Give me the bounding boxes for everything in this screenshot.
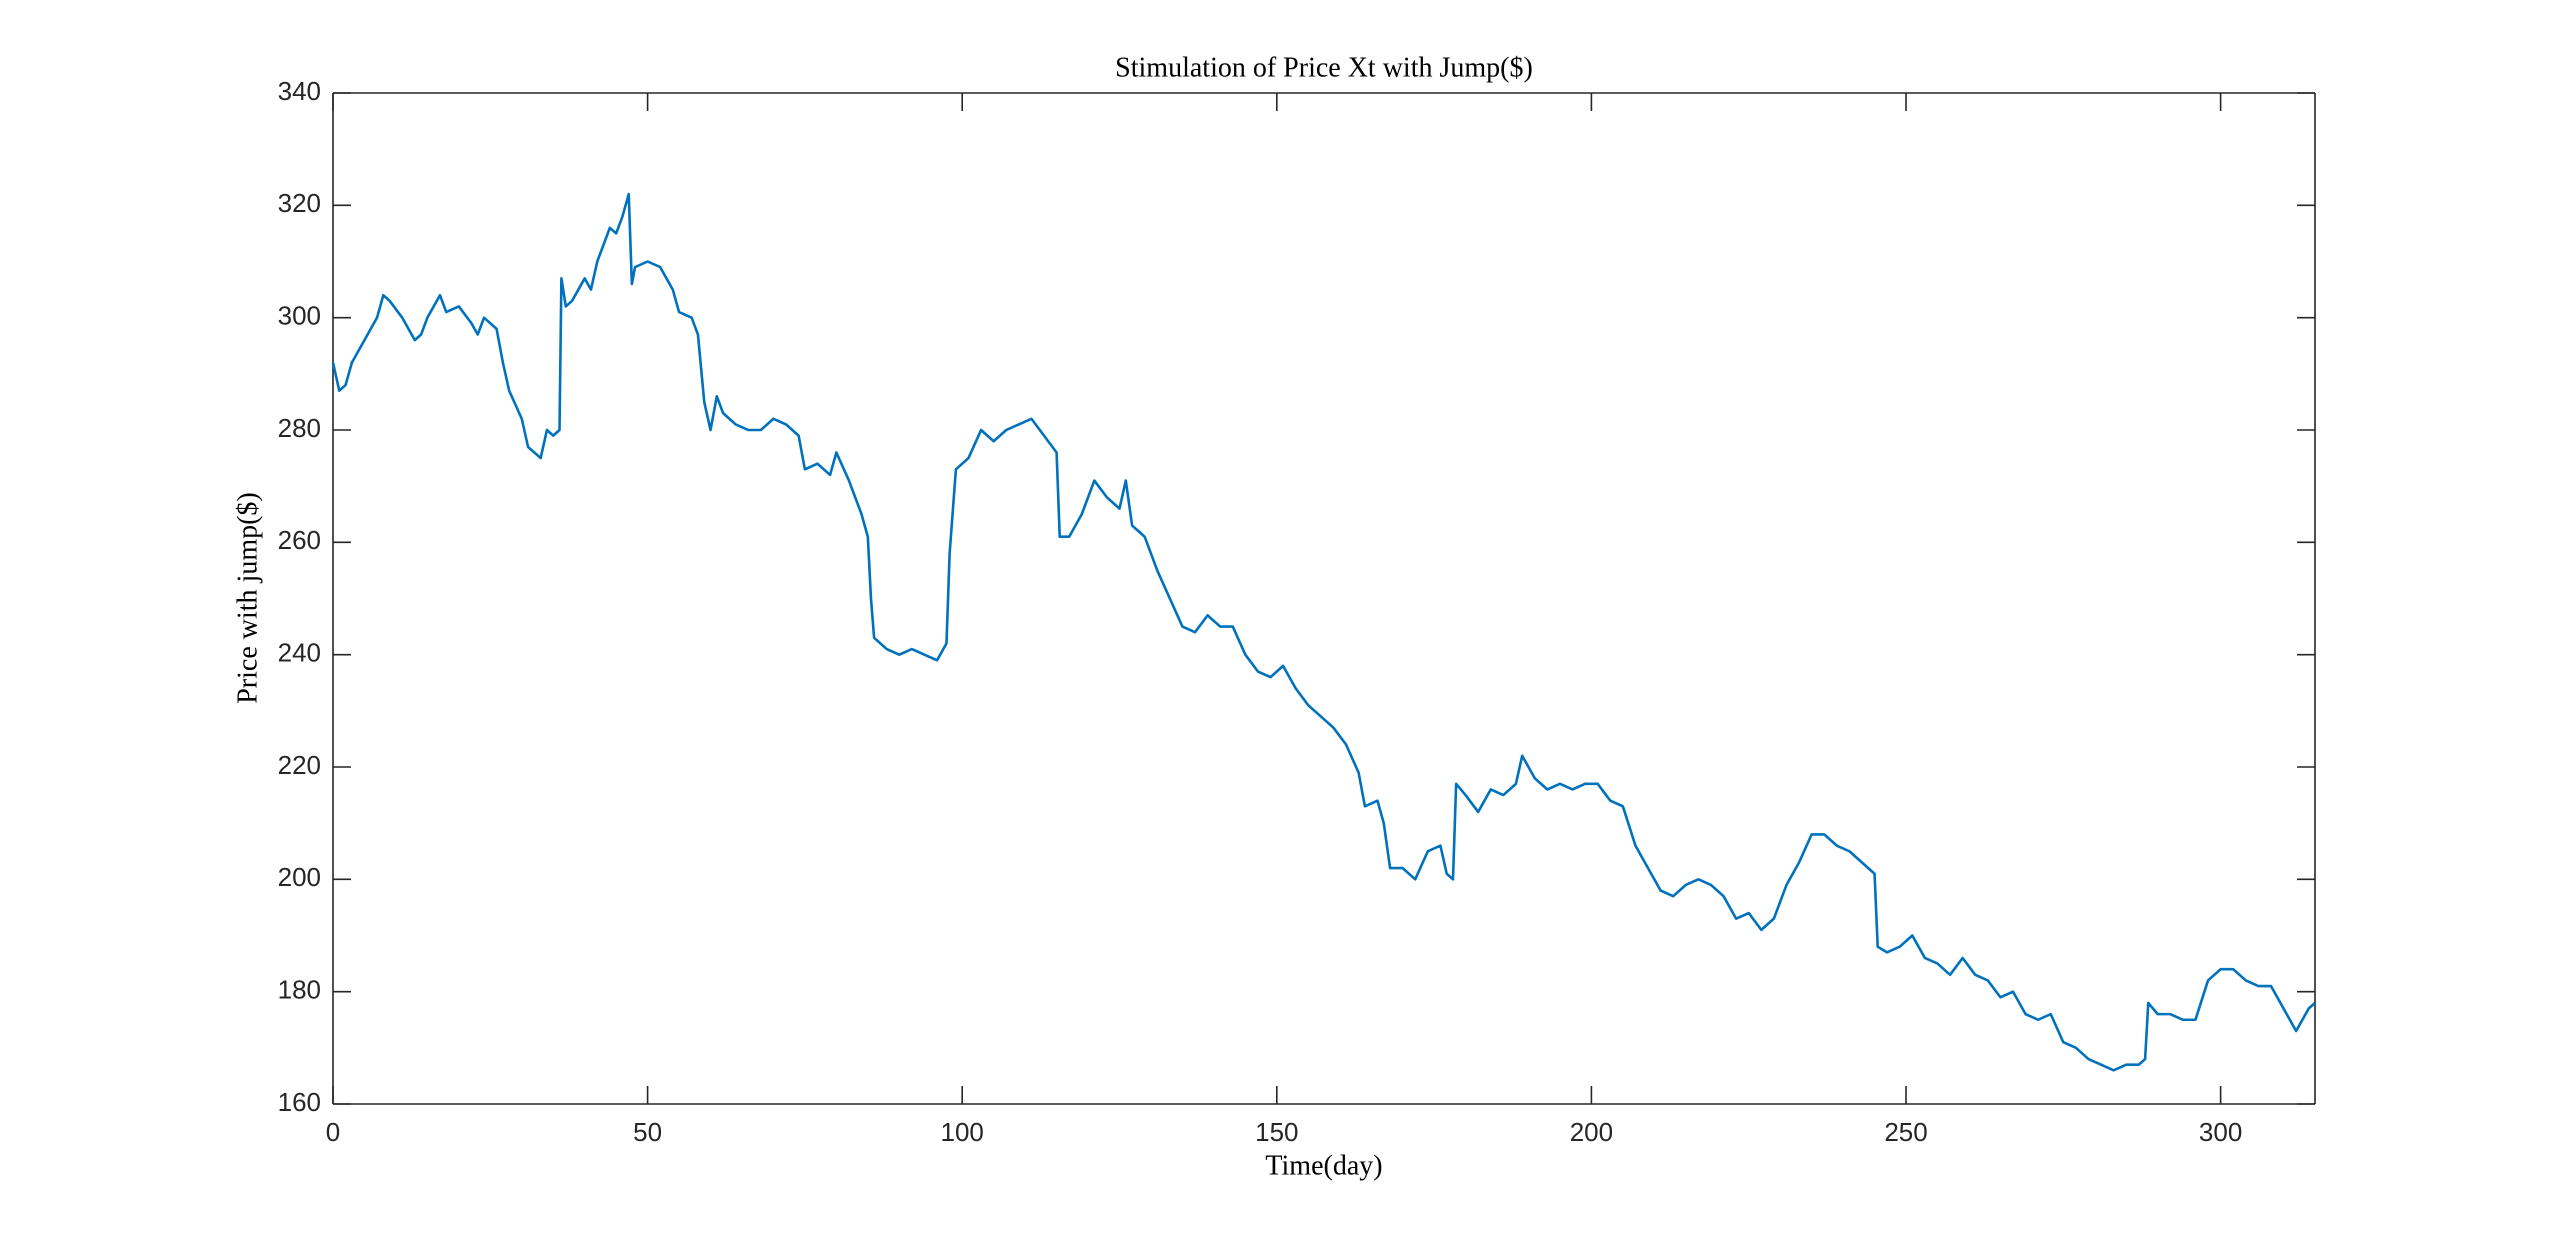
x-tick-label: 0 [326,1117,340,1147]
x-axis-label: Time(day) [1265,1150,1382,1181]
y-tick-label: 160 [278,1087,321,1117]
x-tick-label: 250 [1884,1117,1927,1147]
y-tick-label: 260 [278,525,321,555]
y-tick-label: 180 [278,975,321,1005]
y-tick-label: 280 [278,413,321,443]
y-tick-label: 340 [278,76,321,106]
y-axis-label: Price with jump($) [232,492,263,704]
x-tick-label: 300 [2199,1117,2242,1147]
x-tick-label: 150 [1255,1117,1298,1147]
x-tick-label: 200 [1570,1117,1613,1147]
y-tick-label: 220 [278,750,321,780]
y-tick-label: 240 [278,638,321,668]
y-tick-label: 200 [278,862,321,892]
price-line [331,192,2316,1072]
x-tick-label: 50 [633,1117,662,1147]
y-tick-label: 320 [278,188,321,218]
y-tick-label: 300 [278,301,321,331]
chart-title: Stimulation of Price Xt with Jump($) [1115,52,1533,83]
x-tick-label: 100 [941,1117,984,1147]
